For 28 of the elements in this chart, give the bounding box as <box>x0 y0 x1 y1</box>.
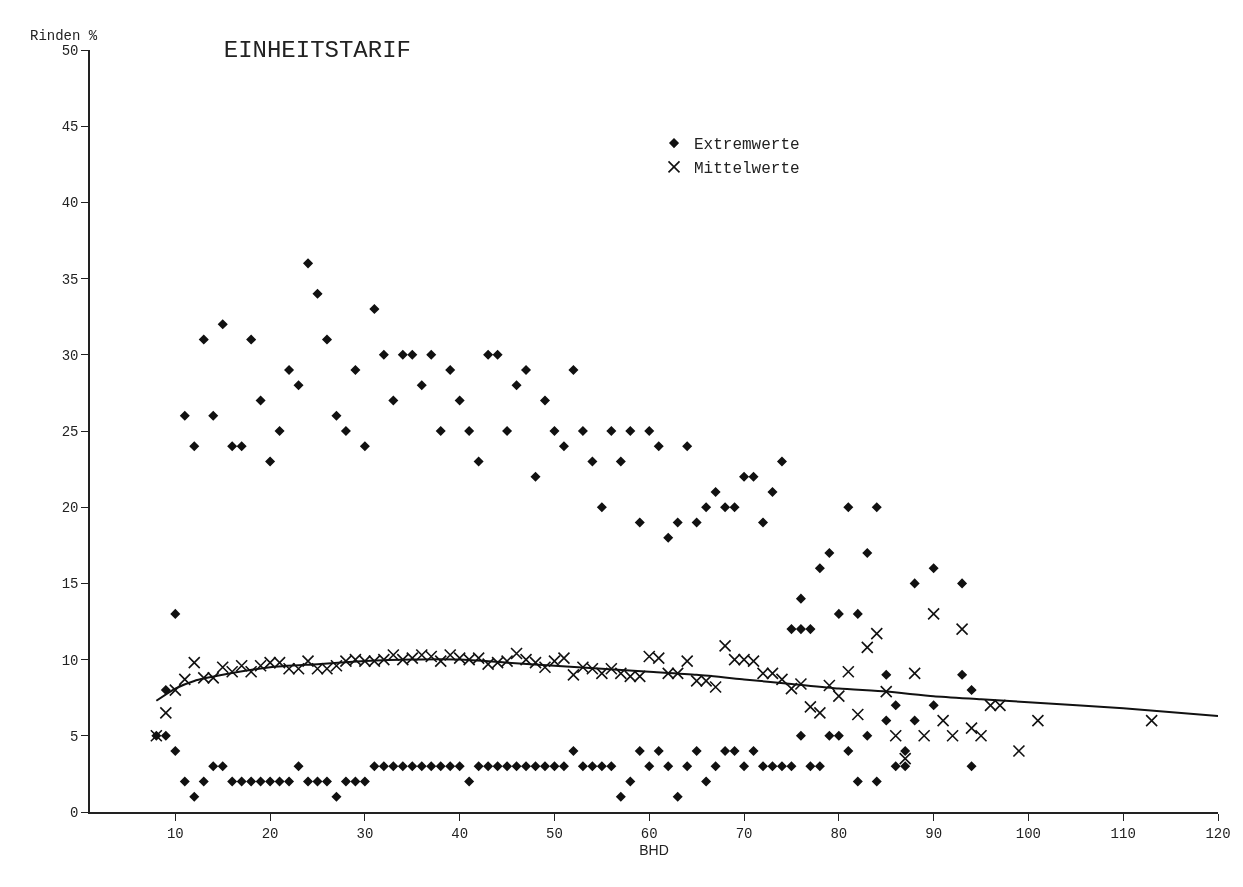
x-tick-label: 20 <box>261 825 279 842</box>
legend-label: Extremwerte <box>694 136 800 155</box>
x-tick-label: 80 <box>830 825 848 842</box>
x-tick-label: 40 <box>451 825 469 842</box>
y-axis-title: Rinden % <box>30 28 98 44</box>
y-tick-label: 0 <box>70 804 79 821</box>
x-tick-label: 30 <box>356 825 374 842</box>
x-tick-label: 70 <box>735 825 753 842</box>
y-tick-label: 40 <box>61 195 79 212</box>
y-tick-label: 25 <box>61 423 79 440</box>
y-tick-label: 10 <box>61 652 79 669</box>
legend-label: Mittelwerte <box>694 160 800 179</box>
y-tick-label: 50 <box>61 42 79 59</box>
y-tick-label: 35 <box>61 271 79 288</box>
x-tick-label: 90 <box>925 825 943 842</box>
x-tick-label: 50 <box>546 825 563 842</box>
x-axis-title: BHD <box>639 841 669 858</box>
y-tick-label: 15 <box>61 576 79 593</box>
y-tick-label: 5 <box>70 728 79 745</box>
y-tick-label: 45 <box>61 119 79 136</box>
chart-title: EINHEITSTARIF <box>223 36 411 64</box>
x-tick-label: 110 <box>1110 825 1136 842</box>
x-tick-label: 10 <box>166 825 184 842</box>
x-tick-label: 60 <box>640 825 658 842</box>
y-tick-label: 20 <box>61 500 79 517</box>
y-tick-label: 30 <box>61 347 79 364</box>
x-tick-label: 120 <box>1205 825 1231 842</box>
x-tick-label: 100 <box>1015 825 1042 842</box>
